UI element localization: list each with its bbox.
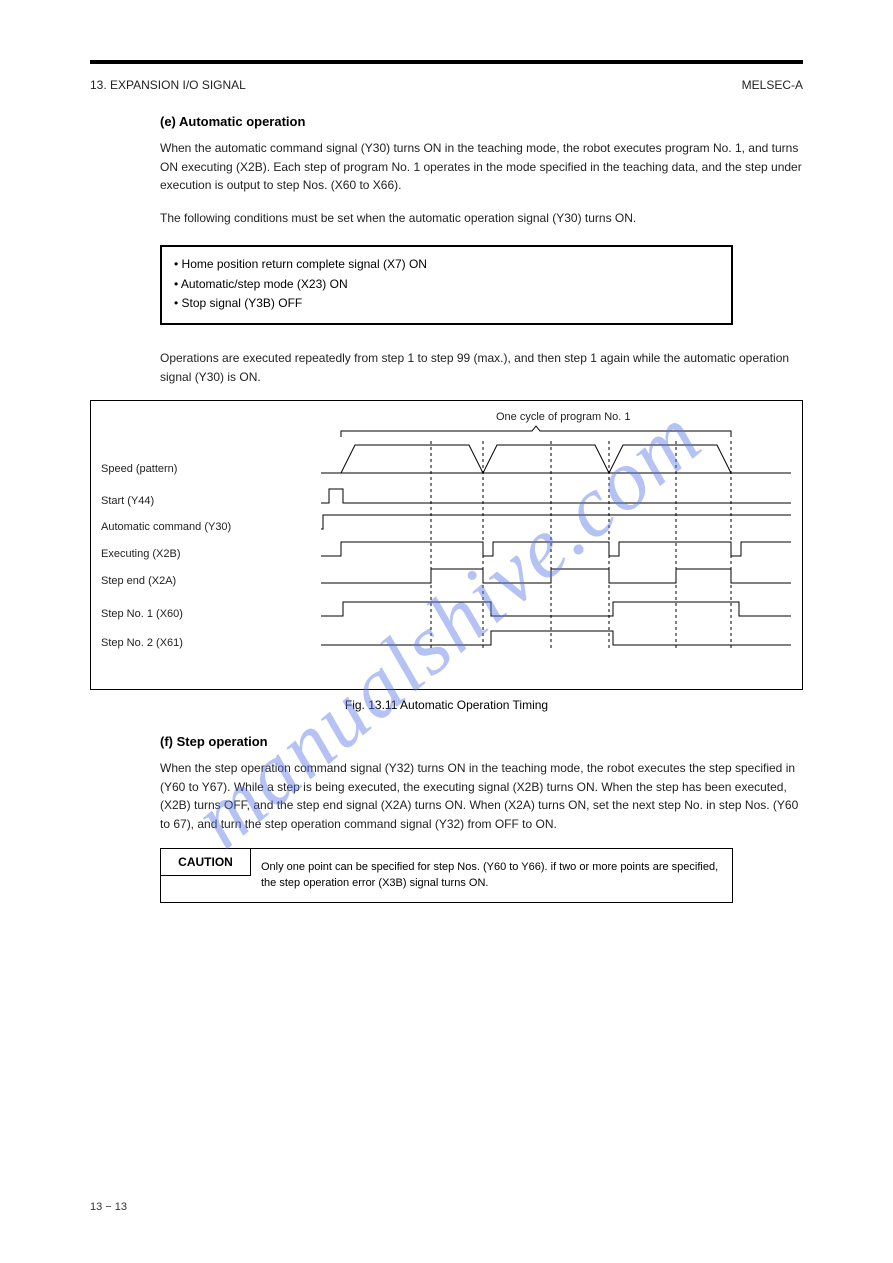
header-left: 13. EXPANSION I/O SIGNAL	[90, 78, 246, 92]
conditions-box: • Home position return complete signal (…	[160, 245, 733, 325]
page-content: 13. EXPANSION I/O SIGNAL MELSEC-A (e) Au…	[90, 60, 803, 903]
section-e-p1: When the automatic command signal (Y30) …	[160, 139, 803, 195]
header-right: MELSEC-A	[742, 78, 803, 92]
timing-svg	[91, 401, 804, 691]
section-f-p1: When the step operation command signal (…	[160, 759, 803, 833]
section-body-2: Operations are executed repeatedly from …	[90, 349, 803, 386]
condition-item: • Stop signal (Y3B) OFF	[174, 294, 719, 313]
page-number: 13 − 13	[90, 1201, 127, 1213]
section-e-title: (e) Automatic operation	[160, 114, 803, 129]
section-e-p3: Operations are executed repeatedly from …	[160, 349, 803, 386]
section-body: (e) Automatic operation When the automat…	[90, 114, 803, 227]
condition-item: • Home position return complete signal (…	[174, 255, 719, 274]
caution-text: Only one point can be specified for step…	[261, 861, 718, 890]
conditions-list: • Home position return complete signal (…	[174, 255, 719, 313]
header-rule	[90, 60, 803, 64]
section-e-p2: The following conditions must be set whe…	[160, 209, 803, 228]
caution-label: CAUTION	[161, 849, 251, 876]
section-f-title: (f) Step operation	[160, 734, 803, 749]
figure-caption: Fig. 13.11 Automatic Operation Timing	[90, 698, 803, 712]
caution-box: CAUTION Only one point can be specified …	[160, 848, 733, 903]
header-row: 13. EXPANSION I/O SIGNAL MELSEC-A	[90, 78, 803, 92]
section-f-body: (f) Step operation When the step operati…	[90, 734, 803, 833]
condition-item: • Automatic/step mode (X23) ON	[174, 275, 719, 294]
timing-diagram: One cycle of program No. 1 Speed (patter…	[90, 400, 803, 690]
